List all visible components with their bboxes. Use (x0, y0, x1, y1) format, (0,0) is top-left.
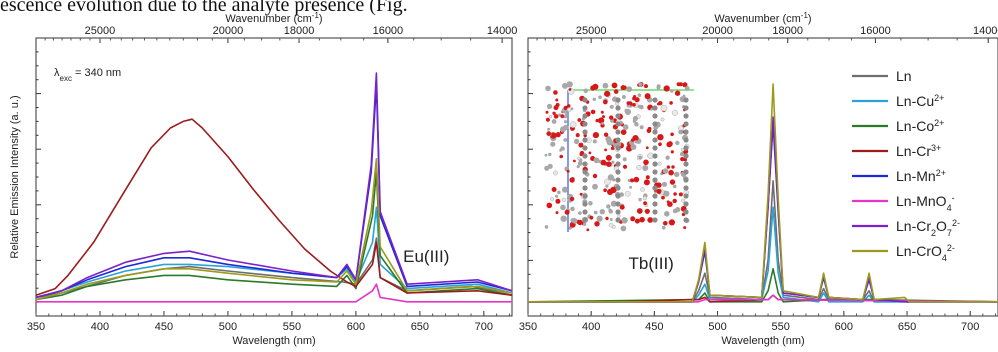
series-line-right-ln-cro42 (528, 83, 998, 303)
legend-label-ln-cu2: Ln-Cu2+ (896, 93, 944, 109)
x-tick-label: 600 (347, 321, 365, 333)
x2-tick-label: 25000 (85, 25, 116, 37)
series-line-left-ln-mno4 (36, 283, 512, 303)
x-tick-label: 700 (475, 321, 493, 333)
series-line-right-ln-mno4 (528, 294, 998, 303)
legend-label-ln-mn2: Ln-Mn2+ (896, 168, 946, 184)
tb-panel: 350 400 450 500 550 600 650 700 25000 20000 18000 1… (519, 11, 998, 347)
x-tick-label: 350 (519, 321, 537, 333)
legend-label-ln-mno4: Ln-MnO4- (896, 193, 955, 213)
x-tick-label: 500 (708, 321, 726, 333)
x2-tick-label: 18000 (772, 25, 803, 37)
x2-tick-label: 25000 (576, 25, 607, 37)
x-axis-title: Wavelength (nm) (232, 335, 315, 347)
x-tick-label: 450 (155, 321, 173, 333)
x-tick-label: 550 (772, 321, 790, 333)
plot-frame (35, 37, 513, 317)
lanthanide-label-eu: Eu(III) (403, 247, 449, 266)
series-line-left-ln-cr2o72 (35, 72, 513, 299)
x-tick-label: 500 (219, 321, 237, 333)
x2-tick-label: 16000 (373, 25, 404, 37)
caption-fragment: escence evolution due to the analyte pre… (0, 0, 408, 16)
x2-tick-label: 20000 (213, 25, 244, 37)
x2-tick-label: 20000 (702, 25, 733, 37)
x2-tick-label: 18000 (284, 25, 315, 37)
x2-axis-title: Wavenumber (cm-1) (225, 11, 322, 26)
legend: Ln Ln-Cu2+ Ln-Co2+ Ln-Cr3+ Ln-Mn2+ Ln-MnO4- Ln… (852, 68, 960, 263)
y-axis-title: Relative Emission Intensity (a. u.) (9, 95, 21, 258)
x-tick-label: 350 (27, 321, 45, 333)
series-line-left-ln (35, 237, 513, 299)
eu-panel: 350 400 450 500 550 600 650 700 25000 20000 18000 1… (9, 11, 517, 348)
series-line-left-ln-cr3 (35, 118, 513, 296)
series-line-right-ln (528, 180, 998, 303)
x-tick-label: 400 (91, 321, 109, 333)
x-tick-label: 700 (961, 321, 979, 333)
x2-tick-label: 14000 (973, 25, 998, 37)
x-axis-title: Wavelength (nm) (721, 335, 804, 347)
x-tick-label: 550 (283, 321, 301, 333)
x-tick-label: 600 (835, 321, 853, 333)
series-line-left-ln-co2 (35, 171, 513, 301)
x2-tick-label: 16000 (860, 25, 891, 37)
legend-label-ln-cr3: Ln-Cr3+ (896, 143, 941, 159)
x-tick-label: 450 (645, 321, 663, 333)
x2-tick-label: 14000 (487, 25, 518, 37)
legend-label-ln: Ln (896, 68, 912, 84)
x2-axis-title: Wavenumber (cm-1) (714, 11, 811, 26)
x-tick-label: 400 (582, 321, 600, 333)
x-tick-label: 650 (898, 321, 916, 333)
legend-label-ln-co2: Ln-Co2+ (896, 118, 944, 134)
series-line-left-ln-cro42 (35, 158, 513, 301)
lanthanide-label-tb: Tb(III) (629, 254, 674, 273)
legend-label-ln-cr2o72: Ln-Cr2O72- (896, 218, 960, 238)
crystal-structure-inset (544, 81, 694, 232)
x-tick-label: 650 (411, 321, 429, 333)
legend-label-ln-cro42: Ln-CrO42- (896, 243, 955, 263)
excitation-label: λexc = 340 nm (54, 67, 121, 83)
